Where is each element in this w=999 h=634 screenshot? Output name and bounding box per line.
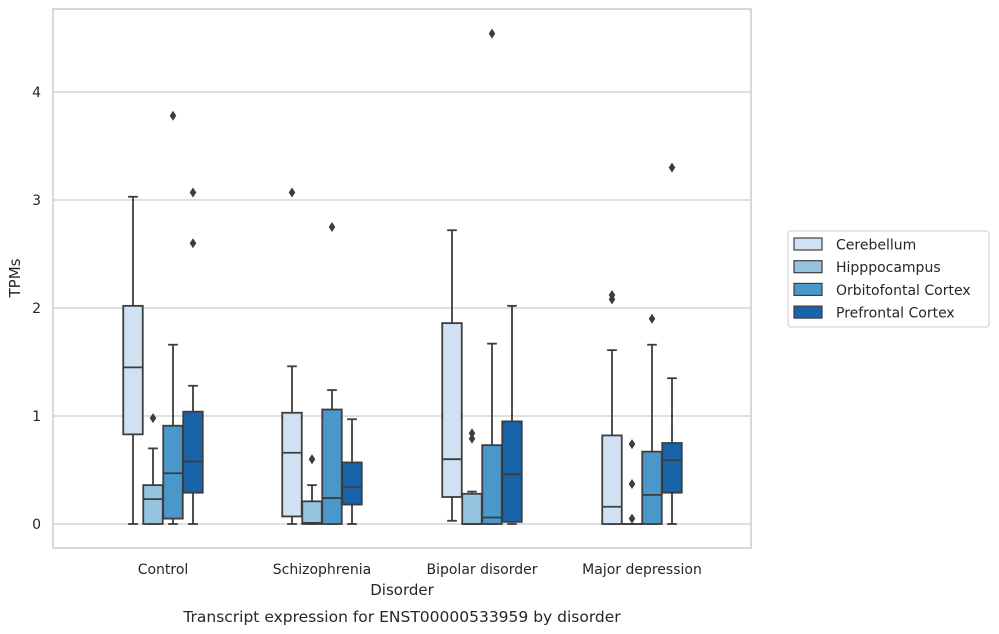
outlier-point xyxy=(468,433,476,444)
box-iqr xyxy=(142,484,164,525)
legend-swatch xyxy=(793,282,823,296)
outlier-point xyxy=(628,439,636,450)
box-iqr xyxy=(441,322,463,498)
outlier-point xyxy=(328,222,336,232)
box-iqr xyxy=(162,424,184,520)
outlier-point xyxy=(189,187,197,198)
box-0-3 xyxy=(601,290,623,525)
x-tick-label: Schizophrenia xyxy=(273,562,371,578)
legend-label: Cerebellum xyxy=(836,238,916,254)
box-0-1 xyxy=(281,187,303,525)
box-iqr xyxy=(301,500,323,525)
box-iqr xyxy=(501,420,523,523)
box-iqr xyxy=(661,442,683,494)
x-tick-label: Bipolar disorder xyxy=(426,562,537,578)
legend-label: Orbitofontal Cortex xyxy=(836,283,971,299)
y-tick-label: 4 xyxy=(32,85,41,101)
legend-swatch xyxy=(793,260,823,274)
chart-caption: Transcript expression for ENST0000053395… xyxy=(182,608,621,626)
outlier-point xyxy=(468,428,476,439)
box-iqr xyxy=(481,444,503,525)
legend-frame xyxy=(787,230,990,328)
box-3-1 xyxy=(341,418,363,525)
legend: Cerebellum Hipppocampus Orbitofontal Corte… xyxy=(787,230,990,328)
box-iqr xyxy=(122,304,144,436)
y-tick-label: 0 xyxy=(32,517,41,533)
y-tick-label: 1 xyxy=(32,409,41,425)
outlier-point xyxy=(169,110,177,121)
box-2-1 xyxy=(321,222,343,525)
box-iqr xyxy=(321,408,343,525)
outlier-point xyxy=(628,513,636,524)
box-0-2 xyxy=(441,229,463,522)
x-axis-label: Disorder xyxy=(370,581,434,599)
y-tick-label: 2 xyxy=(32,301,41,317)
box-iqr xyxy=(641,450,663,525)
legend-label: Hipppocampus xyxy=(836,260,941,276)
x-tick-label: Control xyxy=(138,562,189,578)
box-iqr xyxy=(341,461,363,506)
boxes xyxy=(122,28,683,525)
y-axis-label: TPMs xyxy=(6,258,24,298)
outlier-point xyxy=(288,187,296,198)
box-0-0 xyxy=(122,195,144,525)
outlier-point xyxy=(488,28,496,39)
outlier-point xyxy=(668,162,676,173)
box-iqr xyxy=(281,411,303,518)
box-1-1 xyxy=(301,454,323,525)
box-iqr xyxy=(461,492,483,525)
outlier-point xyxy=(149,413,157,424)
box-2-3 xyxy=(641,313,663,525)
outlier-point xyxy=(628,479,636,490)
box-3-2 xyxy=(501,304,523,525)
outlier-point xyxy=(648,313,656,324)
x-tick-label: Major depression xyxy=(582,562,702,578)
box-3-3 xyxy=(661,162,683,525)
legend-swatch xyxy=(793,305,823,319)
outlier-point xyxy=(608,290,616,301)
y-tick-labels: 0 1 2 3 4 xyxy=(32,85,41,533)
legend-swatch xyxy=(793,237,823,251)
box-iqr xyxy=(182,410,204,494)
x-tick-labels: Control Schizophrenia Bipolar disorder Majo… xyxy=(138,562,702,578)
outlier-point xyxy=(189,238,197,249)
plot-frame xyxy=(52,8,752,549)
outlier-point xyxy=(308,454,316,465)
legend-label: Prefrontal Cortex xyxy=(836,306,955,322)
y-tick-label: 3 xyxy=(32,193,41,209)
box-iqr xyxy=(601,434,623,525)
box-3-0 xyxy=(182,187,204,525)
